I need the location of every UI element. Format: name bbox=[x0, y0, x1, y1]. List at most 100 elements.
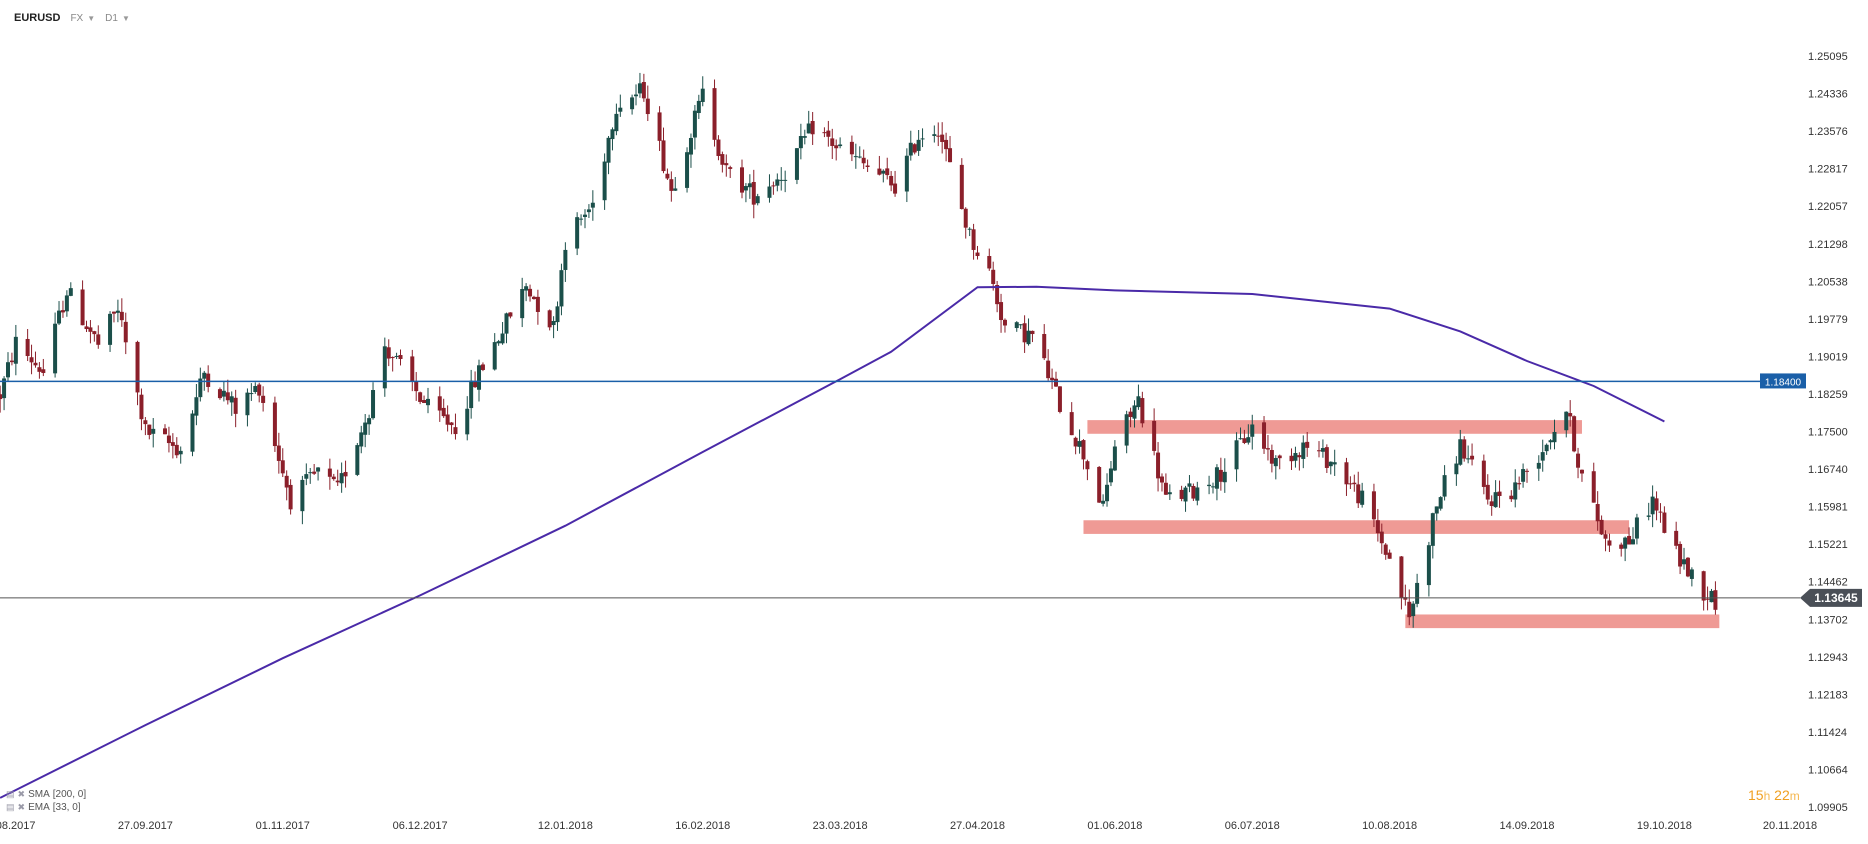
candle-body bbox=[806, 123, 811, 134]
candle-body bbox=[1356, 484, 1361, 504]
candle-body bbox=[1218, 469, 1223, 482]
candle-body bbox=[908, 142, 913, 156]
candle-body bbox=[948, 148, 953, 163]
candle-body bbox=[111, 311, 116, 314]
x-tick-label: 06.07.2018 bbox=[1225, 820, 1280, 832]
candle-body bbox=[551, 321, 556, 326]
settings-icon[interactable]: ▤ bbox=[6, 802, 15, 812]
candle-body bbox=[1132, 405, 1137, 419]
candle-body bbox=[1544, 444, 1549, 452]
chevron-down-icon[interactable]: ▼ bbox=[87, 13, 96, 23]
candle-body bbox=[1026, 330, 1031, 345]
candle-body bbox=[1678, 543, 1683, 567]
candle-body bbox=[692, 110, 697, 138]
candle-body bbox=[343, 471, 348, 477]
candle-body bbox=[1375, 520, 1380, 534]
candle-body bbox=[963, 208, 968, 228]
candle-body bbox=[1273, 458, 1278, 467]
candle-body bbox=[1265, 448, 1270, 450]
candle-body bbox=[363, 422, 368, 435]
candle-body bbox=[944, 139, 949, 150]
candle-body bbox=[1438, 497, 1443, 509]
settings-icon[interactable]: ▤ bbox=[6, 789, 15, 799]
candle-body bbox=[1002, 319, 1007, 326]
candle-body bbox=[520, 289, 525, 319]
candle-body bbox=[1564, 411, 1569, 431]
candle-body bbox=[575, 217, 580, 249]
y-tick-label: 1.24336 bbox=[1808, 89, 1848, 101]
candle-body bbox=[288, 484, 293, 510]
candle-body bbox=[1316, 450, 1321, 452]
candle-body bbox=[586, 209, 591, 213]
candle-body bbox=[724, 163, 729, 166]
candle-body bbox=[1140, 398, 1145, 424]
candle-body bbox=[798, 136, 803, 149]
candle-body bbox=[1371, 491, 1376, 520]
candle-body bbox=[84, 326, 89, 330]
y-tick-label: 1.22817 bbox=[1808, 164, 1848, 176]
close-icon[interactable]: ✖ bbox=[17, 802, 26, 812]
candle-body bbox=[830, 138, 835, 146]
candle-body bbox=[1458, 439, 1463, 465]
candle-body bbox=[331, 476, 336, 480]
candle-body bbox=[1305, 441, 1310, 448]
y-tick-label: 1.19019 bbox=[1808, 351, 1848, 363]
close-icon[interactable]: ✖ bbox=[17, 789, 26, 799]
candle-body bbox=[198, 378, 203, 398]
candle-body bbox=[728, 167, 733, 169]
candle-body bbox=[645, 98, 650, 115]
candle-body bbox=[1627, 535, 1632, 545]
candle-body bbox=[1607, 540, 1612, 546]
timeframe-selector[interactable]: D1 bbox=[105, 12, 118, 24]
candle-body bbox=[504, 313, 509, 334]
candle-body bbox=[280, 460, 285, 474]
candle-body bbox=[1167, 492, 1172, 495]
candle-body bbox=[276, 445, 281, 461]
y-tick-label: 1.12943 bbox=[1808, 652, 1848, 664]
candle-body bbox=[1489, 501, 1494, 506]
candle-body bbox=[1579, 469, 1584, 474]
y-tick-label: 1.15981 bbox=[1808, 502, 1848, 514]
candle-body bbox=[1042, 333, 1047, 359]
candle-body bbox=[151, 428, 156, 434]
candle-body bbox=[1163, 482, 1168, 495]
candle-body bbox=[1674, 530, 1679, 546]
candle-body bbox=[1701, 571, 1706, 601]
candle-body bbox=[1211, 486, 1216, 488]
candle-body bbox=[147, 424, 152, 435]
x-tick-label: 16.02.2018 bbox=[675, 820, 730, 832]
candle-body bbox=[492, 342, 497, 370]
candle-body bbox=[1540, 452, 1545, 461]
sr-zone bbox=[1405, 614, 1720, 629]
candle-body bbox=[465, 408, 470, 435]
candle-body bbox=[1485, 484, 1490, 500]
candle-body bbox=[1156, 452, 1161, 479]
candle-body bbox=[425, 398, 430, 406]
candle-body bbox=[1481, 460, 1486, 487]
y-tick-label: 1.19779 bbox=[1808, 314, 1848, 326]
candle-body bbox=[335, 480, 340, 483]
candle-body bbox=[971, 229, 976, 250]
candle-body bbox=[1497, 491, 1502, 496]
candle-body bbox=[861, 157, 866, 164]
candle-body bbox=[849, 141, 854, 155]
candle-body bbox=[1442, 475, 1447, 497]
y-tick-label: 1.17500 bbox=[1808, 427, 1848, 439]
candle-body bbox=[1709, 590, 1714, 603]
candle-body bbox=[1250, 424, 1255, 437]
indicator-ema[interactable]: ▤ ✖ EMA [33, 0] bbox=[6, 801, 86, 814]
x-tick-label: 06.12.2017 bbox=[393, 820, 448, 832]
candle-body bbox=[614, 113, 619, 132]
candle-body bbox=[225, 392, 230, 401]
chevron-down-icon[interactable]: ▼ bbox=[121, 13, 130, 23]
indicator-sma[interactable]: ▤ ✖ SMA [200, 0] bbox=[6, 788, 86, 801]
candle-body bbox=[1630, 539, 1635, 545]
candle-body bbox=[166, 435, 171, 444]
candle-body bbox=[822, 132, 827, 134]
candle-body bbox=[1407, 601, 1412, 618]
x-tick-label: 27.04.2018 bbox=[950, 820, 1005, 832]
market-selector[interactable]: FX bbox=[70, 12, 84, 24]
x-tick-label: 12.01.2018 bbox=[538, 820, 593, 832]
